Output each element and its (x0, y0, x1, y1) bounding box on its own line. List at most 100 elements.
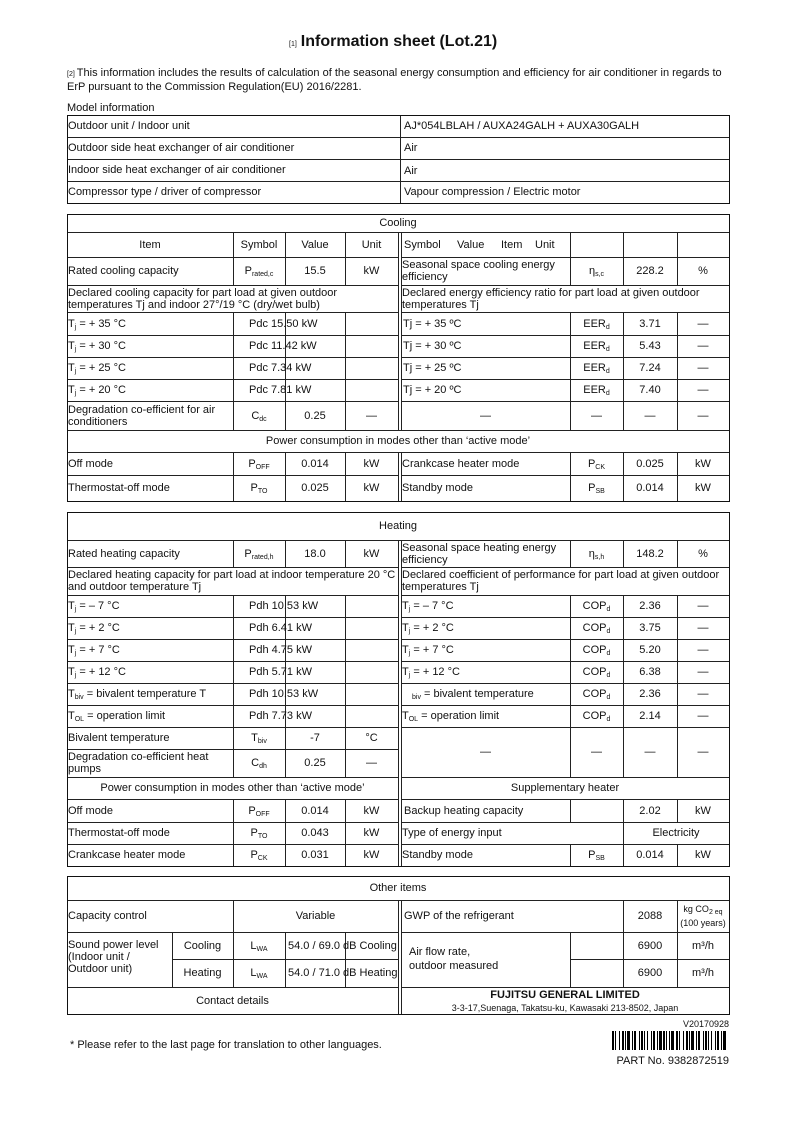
dash-text: — (697, 409, 709, 422)
cop-value: 6.38 (623, 661, 677, 683)
cooling-right-header: Item (500, 232, 530, 257)
table-cell (570, 932, 624, 960)
table-cell (623, 232, 678, 258)
cop-tj-label-subscript: OL (408, 716, 419, 723)
cop-symbol-text: COP (582, 688, 607, 700)
barcode-bar (622, 1031, 624, 1050)
sound-symbol-text: L (250, 939, 257, 952)
power-mode-value-text: 0.031 (301, 849, 329, 861)
cop-tj-label: TOL = operation limit (401, 705, 570, 727)
cop-symbol-text: COP (582, 710, 607, 722)
heating-tj-label: Tj = + 2 °C (67, 617, 233, 639)
cooling-pdc-value-text: Pdc 7.34 kW (249, 362, 312, 374)
cop-tj-label-text: T (402, 600, 409, 612)
power-mode-symbol-text: P (248, 804, 256, 817)
rated-cooling-label: Rated cooling capacity (67, 257, 233, 285)
eer-value-text: 7.24 (639, 362, 661, 374)
eer-symbol-text: EER (583, 317, 606, 330)
cooling-degradation-label: Degradation co-efficient for air conditi… (67, 401, 233, 430)
power-mode-symbol-text: P (248, 457, 256, 470)
power-mode-label-text: Standby mode (402, 482, 473, 494)
power-mode-unit-text: kW (695, 482, 711, 494)
cooling-header-text: Item (139, 238, 161, 251)
gwp-unit-subscript: 2 eq (708, 908, 723, 916)
airflow-heating-unit: m³/h (677, 959, 729, 987)
barcode-bar (615, 1031, 616, 1050)
cop-tj-label: biv = bivalent temperature (411, 683, 570, 705)
other-title-text: Other items (369, 882, 427, 894)
power-mode-label: Thermostat-off mode (67, 822, 233, 844)
dash: — (401, 401, 570, 430)
cop-tj-label-suffix: = + 2 °C (410, 622, 454, 634)
power-mode-symbol: PCK (233, 844, 285, 866)
bivalent-temp-unit: °C (345, 727, 398, 749)
barcode-bar (653, 1031, 655, 1050)
heating-tj-label-text: T (68, 688, 75, 700)
cop-unit: — (677, 661, 729, 683)
company-name: FUJITSU GENERAL LIMITED (401, 988, 729, 1002)
cop-unit: — (677, 595, 729, 617)
dash-text: — (591, 409, 602, 422)
heating-tj-label-suffix: = + 2 °C (76, 622, 120, 634)
heating-power-title-text: Power consumption in modes other than ‘a… (100, 782, 365, 794)
eer-unit: — (677, 357, 729, 379)
sound-mode: Cooling (172, 932, 233, 959)
contact-label-text: Contact details (196, 994, 269, 1007)
title-ref: [1] (289, 41, 297, 48)
barcode-bar (625, 1031, 626, 1050)
cop-unit-text: — (697, 666, 709, 678)
cop-unit-text: — (697, 688, 709, 700)
heating-degradation-value: 0.25 (285, 749, 345, 777)
bivalent-temp-symbol-text: T (251, 732, 258, 744)
eer-value-text: 7.40 (639, 384, 661, 396)
sound-mode-text: Heating (183, 967, 222, 979)
dash: — (570, 727, 623, 777)
heating-tj-label-suffix: = operation limit (84, 710, 166, 722)
rated-cooling-symbol-text: P (244, 265, 252, 277)
cop-symbol-text: COP (582, 644, 607, 656)
company-address-text: 3-3-17,Suenaga, Takatsu-ku, Kawasaki 213… (451, 1002, 679, 1013)
barcode-bar (679, 1031, 680, 1050)
cop-unit: — (677, 683, 729, 705)
barcode-bar (634, 1031, 636, 1050)
cooling-tj-label-suffix: = + 25 °C (76, 362, 126, 374)
table-cell (345, 617, 399, 640)
capacity-control-value-text: Variable (295, 910, 336, 922)
cooling-tj-label: Tj = + 25 °C (67, 357, 233, 379)
eer-value-text: 5.43 (639, 340, 661, 352)
heating-pdh-value: Pdh 10.53 kW (248, 683, 345, 705)
cop-symbol: COPd (570, 705, 623, 727)
heating-degradation-symbol: Cdh (233, 749, 285, 777)
model-row-label: Indoor side heat exchanger of air condit… (67, 159, 400, 181)
heating-tj-label-subscript: OL (74, 716, 85, 723)
cooling-right-header: Value (456, 232, 496, 257)
model-row-label-text: Compressor type / driver of compressor (68, 186, 262, 198)
model-row-label-text: Outdoor side heat exchanger of air condi… (68, 142, 295, 154)
sound-value-text: 54.0 / 69.0 dB Cooling (288, 939, 397, 952)
heating-tj-label-text: T (68, 622, 75, 634)
barcode-bar (691, 1031, 694, 1050)
table-cell (345, 335, 399, 358)
eer-symbol: EERd (570, 379, 623, 401)
model-row-value-text: Vapour compression / Electric motor (404, 186, 581, 198)
power-mode-label: Crankcase heater mode (401, 452, 570, 475)
bivalent-temp-unit-text: °C (365, 732, 378, 744)
bivalent-temp-symbol-subscript: biv (257, 738, 267, 745)
barcode-bar (669, 1031, 670, 1050)
eer-value: 5.43 (623, 335, 677, 357)
cop-tj-label-suffix: = bivalent temperature (420, 688, 534, 700)
gwp-label-text: GWP of the refrigerant (404, 910, 514, 922)
heating-tj-label-suffix: = + 7 °C (76, 644, 120, 656)
eer-symbol: EERd (570, 312, 623, 335)
power-mode-value-text: 0.014 (301, 804, 329, 817)
table-cell (677, 232, 730, 258)
cooling-tj-label: Tj = + 35 °C (67, 312, 233, 335)
cooling-degradation-unit: — (345, 401, 398, 430)
cooling-header: Unit (345, 232, 398, 257)
eer-unit: — (677, 379, 729, 401)
cop-symbol: COPd (570, 617, 623, 639)
cooling-pdc-value-text: Pdc 11.42 kW (249, 340, 317, 352)
cooling-degradation-unit-text: — (366, 409, 377, 422)
heating-tj-label-suffix: = bivalent temperature T (83, 688, 207, 700)
cooling-tj-label-text: T (68, 362, 75, 374)
